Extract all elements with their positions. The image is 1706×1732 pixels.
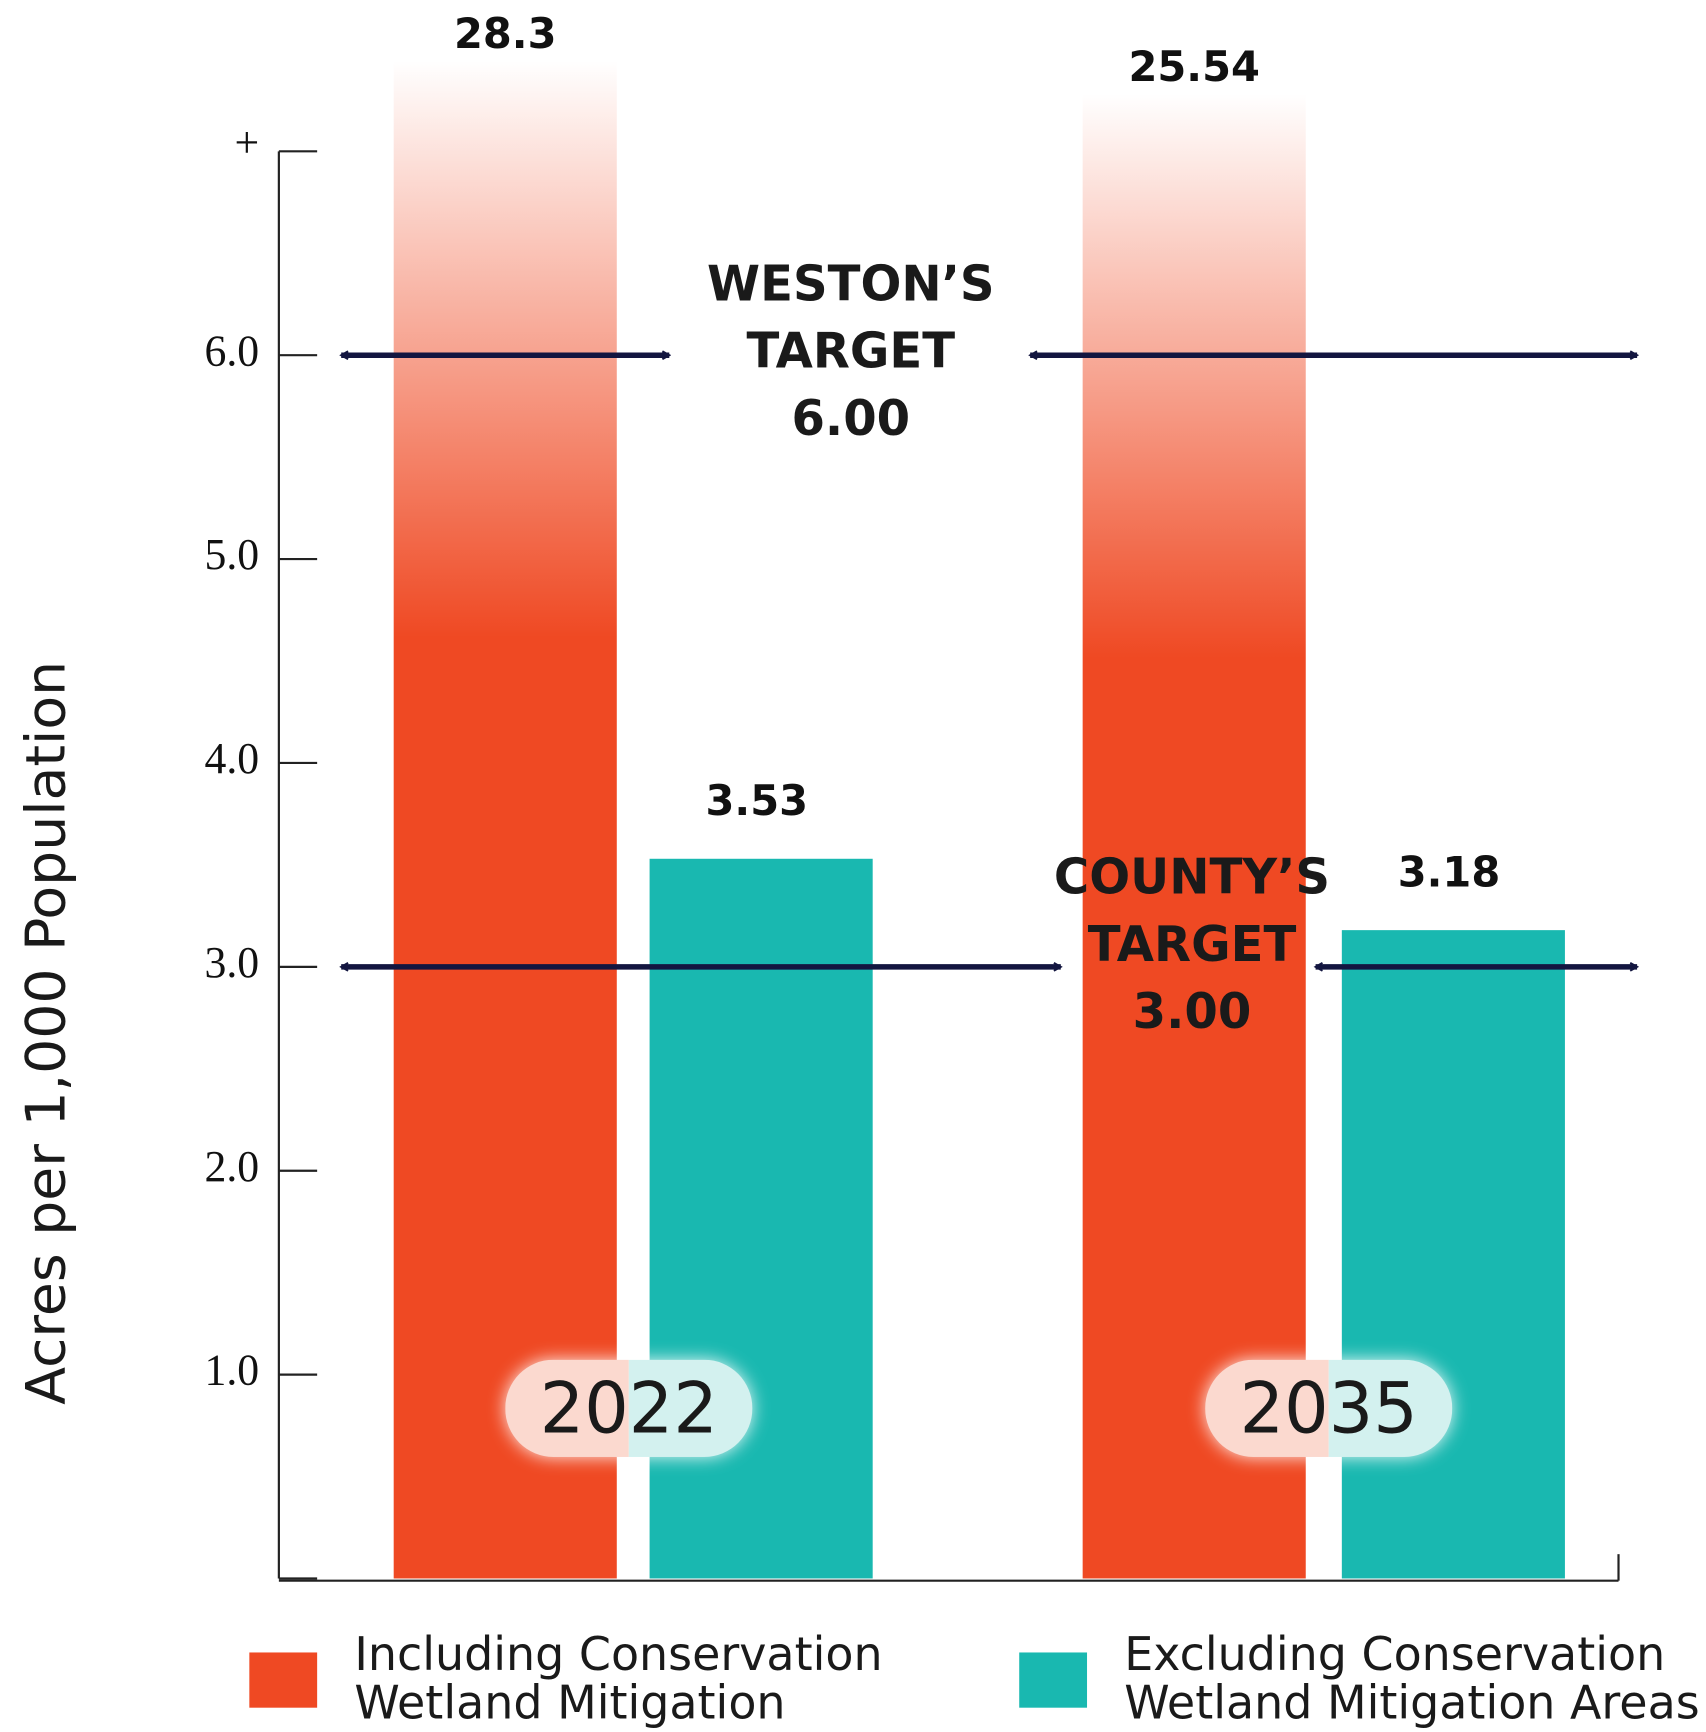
legend-swatch xyxy=(1019,1652,1088,1708)
y-tick-label: 6.0 xyxy=(205,326,260,375)
value-label: 3.53 xyxy=(706,776,808,825)
bar xyxy=(1082,93,1306,1579)
pill-left xyxy=(505,1359,629,1457)
bar xyxy=(649,858,873,1579)
bar xyxy=(393,60,617,1579)
category-pill xyxy=(505,1359,753,1457)
value-label: 25.54 xyxy=(1129,42,1260,91)
y-tick-label: 1.0 xyxy=(205,1346,260,1395)
x-tick-label: 2022 xyxy=(540,1367,718,1449)
target-label: TARGET xyxy=(1088,917,1297,973)
y-tick-label: + xyxy=(235,118,260,167)
target-label: WESTON’S xyxy=(707,256,995,312)
category-pill xyxy=(1205,1359,1453,1457)
pill-right xyxy=(1328,1359,1453,1457)
legend-label: Excluding Conservation Wetland Mitigatio… xyxy=(1124,1630,1700,1730)
pill-right xyxy=(628,1359,753,1457)
legend-entry: Including Conservation Wetland Mitigatio… xyxy=(354,1630,883,1732)
pill-left xyxy=(1205,1359,1329,1457)
bar xyxy=(1341,930,1565,1579)
y-tick-label: 2.0 xyxy=(205,1142,260,1191)
legend-swatch xyxy=(249,1652,318,1708)
legend-entry: Excluding Conservation Wetland Mitigatio… xyxy=(1124,1630,1700,1730)
y-tick-label: 5.0 xyxy=(205,530,260,579)
y-axis-label: Acres per 1,000 Population xyxy=(14,661,78,1405)
value-label: 28.3 xyxy=(454,9,556,58)
target-value-label: 6.00 xyxy=(791,391,910,447)
x-tick-label: 2035 xyxy=(1240,1367,1418,1449)
legend-label: Including Conservation Wetland Mitigatio… xyxy=(354,1630,883,1732)
target-label: TARGET xyxy=(747,323,956,379)
target-value-label: 3.00 xyxy=(1133,984,1252,1040)
value-label: 3.18 xyxy=(1398,847,1500,896)
target-label: COUNTY’S xyxy=(1054,849,1330,905)
y-tick-label: 4.0 xyxy=(205,734,260,783)
y-tick-label: 3.0 xyxy=(205,938,260,987)
